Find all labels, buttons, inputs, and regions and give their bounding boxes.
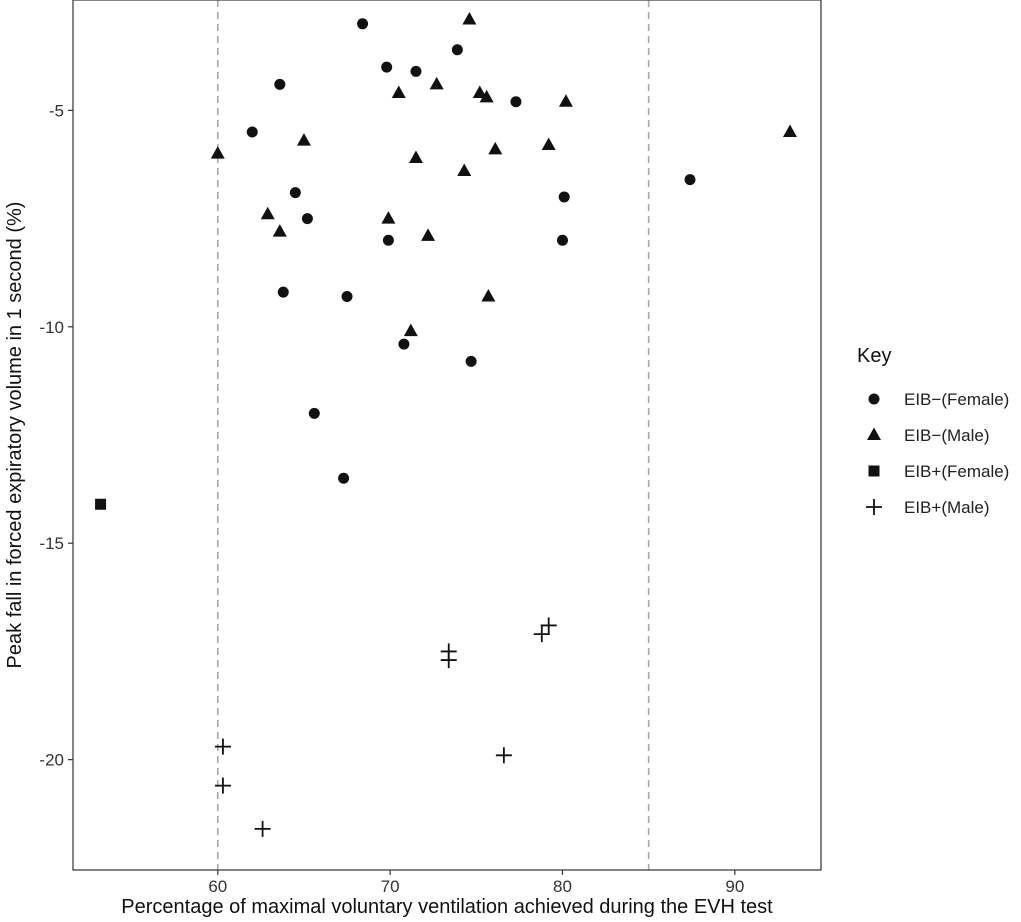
data-point-triangle	[272, 224, 287, 237]
data-point-circle	[277, 286, 289, 298]
data-point-square	[95, 498, 107, 510]
x-tick-label: 90	[725, 877, 744, 896]
data-point-circle	[556, 234, 568, 246]
data-point-triangle	[558, 94, 573, 107]
data-point-triangle	[481, 288, 496, 302]
data-point-circle	[341, 290, 353, 302]
data-point-circle	[410, 65, 422, 77]
data-point-cross	[540, 617, 557, 634]
data-point-triangle	[457, 163, 472, 176]
legend-key-circle	[868, 393, 880, 405]
data-point-triangle	[429, 76, 444, 90]
legend-key-triangle	[867, 427, 881, 440]
plot-panel-border	[72, 0, 822, 871]
data-point-cross	[214, 738, 231, 755]
y-tick-label: -15	[39, 534, 64, 553]
data-point-triangle	[479, 89, 494, 103]
legend: Key EIB−(Female) EIB−(Male) EIB+(Female) EI…	[857, 345, 1009, 517]
legend-key-square	[868, 465, 880, 477]
data-point-circle	[338, 472, 350, 484]
data-point-triangle	[403, 323, 418, 337]
data-point-circle	[451, 44, 463, 56]
legend-label: EIB−(Female)	[904, 390, 1009, 409]
data-point-triangle	[296, 133, 311, 146]
data-point-cross	[495, 747, 512, 764]
data-point-triangle	[541, 137, 556, 150]
data-point-circle	[357, 18, 369, 30]
data-point-triangle	[260, 206, 275, 220]
data-point-cross	[254, 820, 271, 837]
data-point-circle	[465, 355, 477, 367]
legend-label: EIB−(Male)	[904, 426, 990, 445]
data-point-circle	[289, 187, 301, 199]
legend-key-cross	[866, 499, 882, 515]
data-point-circle	[301, 213, 313, 225]
data-point-triangle	[381, 211, 396, 224]
data-point-triangle	[408, 150, 423, 163]
x-axis-title: Percentage of maximal voluntary ventilat…	[121, 896, 773, 918]
y-tick-label: -20	[39, 751, 64, 770]
data-point-triangle	[472, 85, 487, 99]
data-point-cross	[533, 626, 550, 643]
y-tick-label: -10	[39, 318, 64, 337]
x-tick-label: 60	[208, 877, 227, 896]
y-axis-title: Peak fall in forced expiratory volume in…	[4, 202, 26, 669]
data-point-circle	[246, 126, 258, 138]
data-point-triangle	[782, 124, 797, 138]
reference-lines	[216, 0, 650, 870]
data-point-circle	[558, 191, 570, 203]
x-tick-label: 80	[553, 877, 572, 896]
data-point-triangle	[391, 85, 406, 99]
data-point-circle	[274, 78, 286, 90]
data-point-circle	[382, 234, 394, 246]
data-point-circle	[308, 407, 320, 419]
x-axis: 60 70 80 90	[208, 870, 744, 896]
data-point-cross	[440, 652, 457, 669]
data-point-triangle	[488, 141, 503, 155]
y-tick-label: -5	[49, 101, 64, 120]
legend-label: EIB+(Female)	[904, 462, 1009, 481]
data-point-circle	[510, 96, 522, 108]
data-point-triangle	[421, 228, 436, 241]
data-point-circle	[381, 61, 393, 73]
data-point-circle	[684, 174, 696, 186]
y-axis: -20 -15 -10 -5	[39, 101, 73, 770]
data-points	[95, 11, 797, 837]
data-point-triangle	[210, 146, 225, 159]
data-point-triangle	[462, 11, 477, 25]
x-tick-label: 70	[381, 877, 400, 896]
data-point-circle	[398, 338, 410, 350]
legend-title: Key	[857, 345, 891, 367]
data-point-cross	[214, 777, 231, 794]
legend-label: EIB+(Male)	[904, 498, 990, 517]
